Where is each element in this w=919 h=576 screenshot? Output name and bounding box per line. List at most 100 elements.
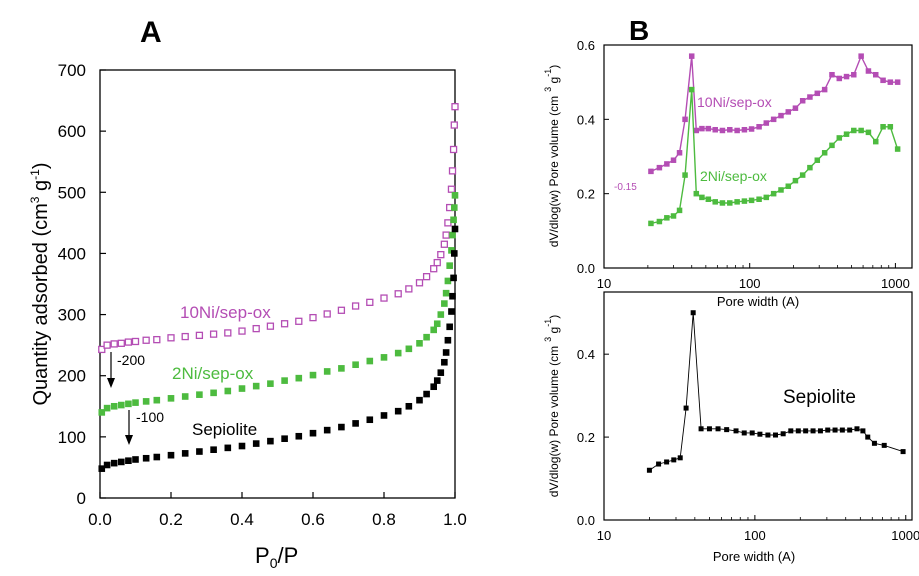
data-point: [153, 396, 161, 404]
data-point: [405, 345, 413, 353]
annotation-10ni-sep-ox: 10Ni/sep-ox: [180, 303, 271, 322]
data-point: [444, 336, 452, 344]
panel-b-bottom-y-axis-label: dV/dlog(w) Pore volume (cm3 g-1): [543, 315, 561, 497]
y-tick-label: 0.2: [577, 430, 595, 445]
data-point: [871, 440, 877, 446]
data-point: [450, 204, 458, 211]
data-point: [380, 294, 388, 302]
y-tick-label: 600: [58, 122, 86, 141]
panel-b-bottom-series: [646, 310, 906, 473]
data-point: [451, 192, 459, 199]
data-point: [238, 442, 246, 450]
panel-b-annotation-10ni-sep-ox: 10Ni/sep-ox: [697, 94, 772, 110]
data-point: [98, 345, 106, 354]
data-point: [337, 306, 346, 314]
data-point: [441, 300, 448, 307]
data-point: [698, 426, 704, 432]
data-point: [281, 435, 288, 442]
data-point: [865, 129, 872, 136]
data-point: [858, 127, 864, 134]
data-point: [814, 157, 821, 163]
data-point: [295, 317, 303, 325]
data-point: [671, 457, 677, 463]
data-point: [153, 335, 161, 344]
series-10ni-sep-ox: [98, 103, 459, 354]
data-point: [712, 199, 718, 205]
data-point: [437, 311, 445, 318]
panel-a-axis-ticks: 0.0 0.2 0.4 0.6 0.8 1.0 0 100 200 300 400 500 600 700: [58, 61, 467, 529]
data-point: [252, 382, 260, 390]
y-tick-label: 0.2: [577, 187, 595, 202]
data-point: [338, 365, 345, 372]
data-point: [132, 456, 139, 463]
data-point: [792, 177, 799, 184]
y-tick-label: 0.4: [577, 347, 595, 362]
data-point: [442, 289, 450, 297]
data-point: [865, 68, 872, 74]
panel-b-bottom-plot-frame: [603, 291, 913, 521]
data-point: [741, 430, 747, 436]
data-point: [756, 124, 762, 130]
panel-a: A 0.0 0.2 0.4 0.6 0.8 1.0 0 100 200 300 400 500 600 7…: [28, 16, 467, 571]
x-tick-label: 1000: [881, 276, 910, 291]
data-point: [836, 135, 843, 141]
data-point: [124, 338, 133, 346]
data-point: [415, 279, 424, 287]
data-point: [785, 183, 792, 189]
data-point: [442, 349, 450, 356]
data-point: [416, 340, 423, 347]
data-point: [110, 340, 118, 348]
data-point: [110, 459, 118, 467]
data-point: [423, 333, 430, 341]
x-tick-label: 0.0: [88, 510, 112, 529]
data-point: [142, 336, 150, 344]
data-point: [727, 200, 733, 206]
y-tick-label: 0: [77, 489, 86, 508]
data-point: [763, 120, 770, 126]
data-point: [450, 121, 458, 129]
data-point: [196, 448, 203, 455]
data-point: [887, 79, 894, 85]
data-point: [449, 145, 458, 154]
data-point: [858, 53, 864, 59]
data-point: [181, 450, 189, 457]
data-point: [351, 302, 360, 310]
data-point: [807, 164, 813, 171]
data-point: [167, 451, 175, 459]
data-point: [352, 420, 359, 427]
panel-b-top-series: [648, 53, 901, 227]
data-point: [900, 449, 906, 455]
data-point: [829, 71, 835, 78]
data-point: [103, 404, 111, 412]
data-point: [792, 105, 799, 111]
series-sepiolite: [98, 225, 459, 472]
data-point: [803, 428, 809, 434]
data-point: [688, 86, 695, 93]
data-point: [821, 150, 828, 156]
data-point: [309, 429, 317, 437]
data-point: [224, 444, 232, 452]
data-point: [449, 292, 456, 300]
data-point: [748, 126, 755, 132]
data-point: [323, 368, 331, 375]
series-10ni-sep-ox: [648, 53, 901, 175]
data-point: [295, 432, 303, 440]
panel-b-bottom-x-axis-label: Pore width (A): [713, 549, 795, 564]
data-point: [450, 250, 458, 257]
data-point: [323, 426, 331, 434]
data-point: [448, 167, 457, 175]
data-point: [309, 371, 317, 379]
data-point: [338, 423, 345, 431]
data-point: [433, 377, 441, 384]
data-point: [181, 393, 189, 400]
data-point: [416, 396, 423, 404]
x-tick-label: 10: [597, 528, 611, 543]
data-point: [749, 430, 755, 436]
data-point: [785, 109, 792, 115]
x-tick-label: 0.4: [230, 510, 254, 529]
data-point: [440, 240, 449, 248]
data-point: [210, 446, 217, 453]
data-point: [887, 124, 894, 130]
data-point: [699, 194, 705, 201]
